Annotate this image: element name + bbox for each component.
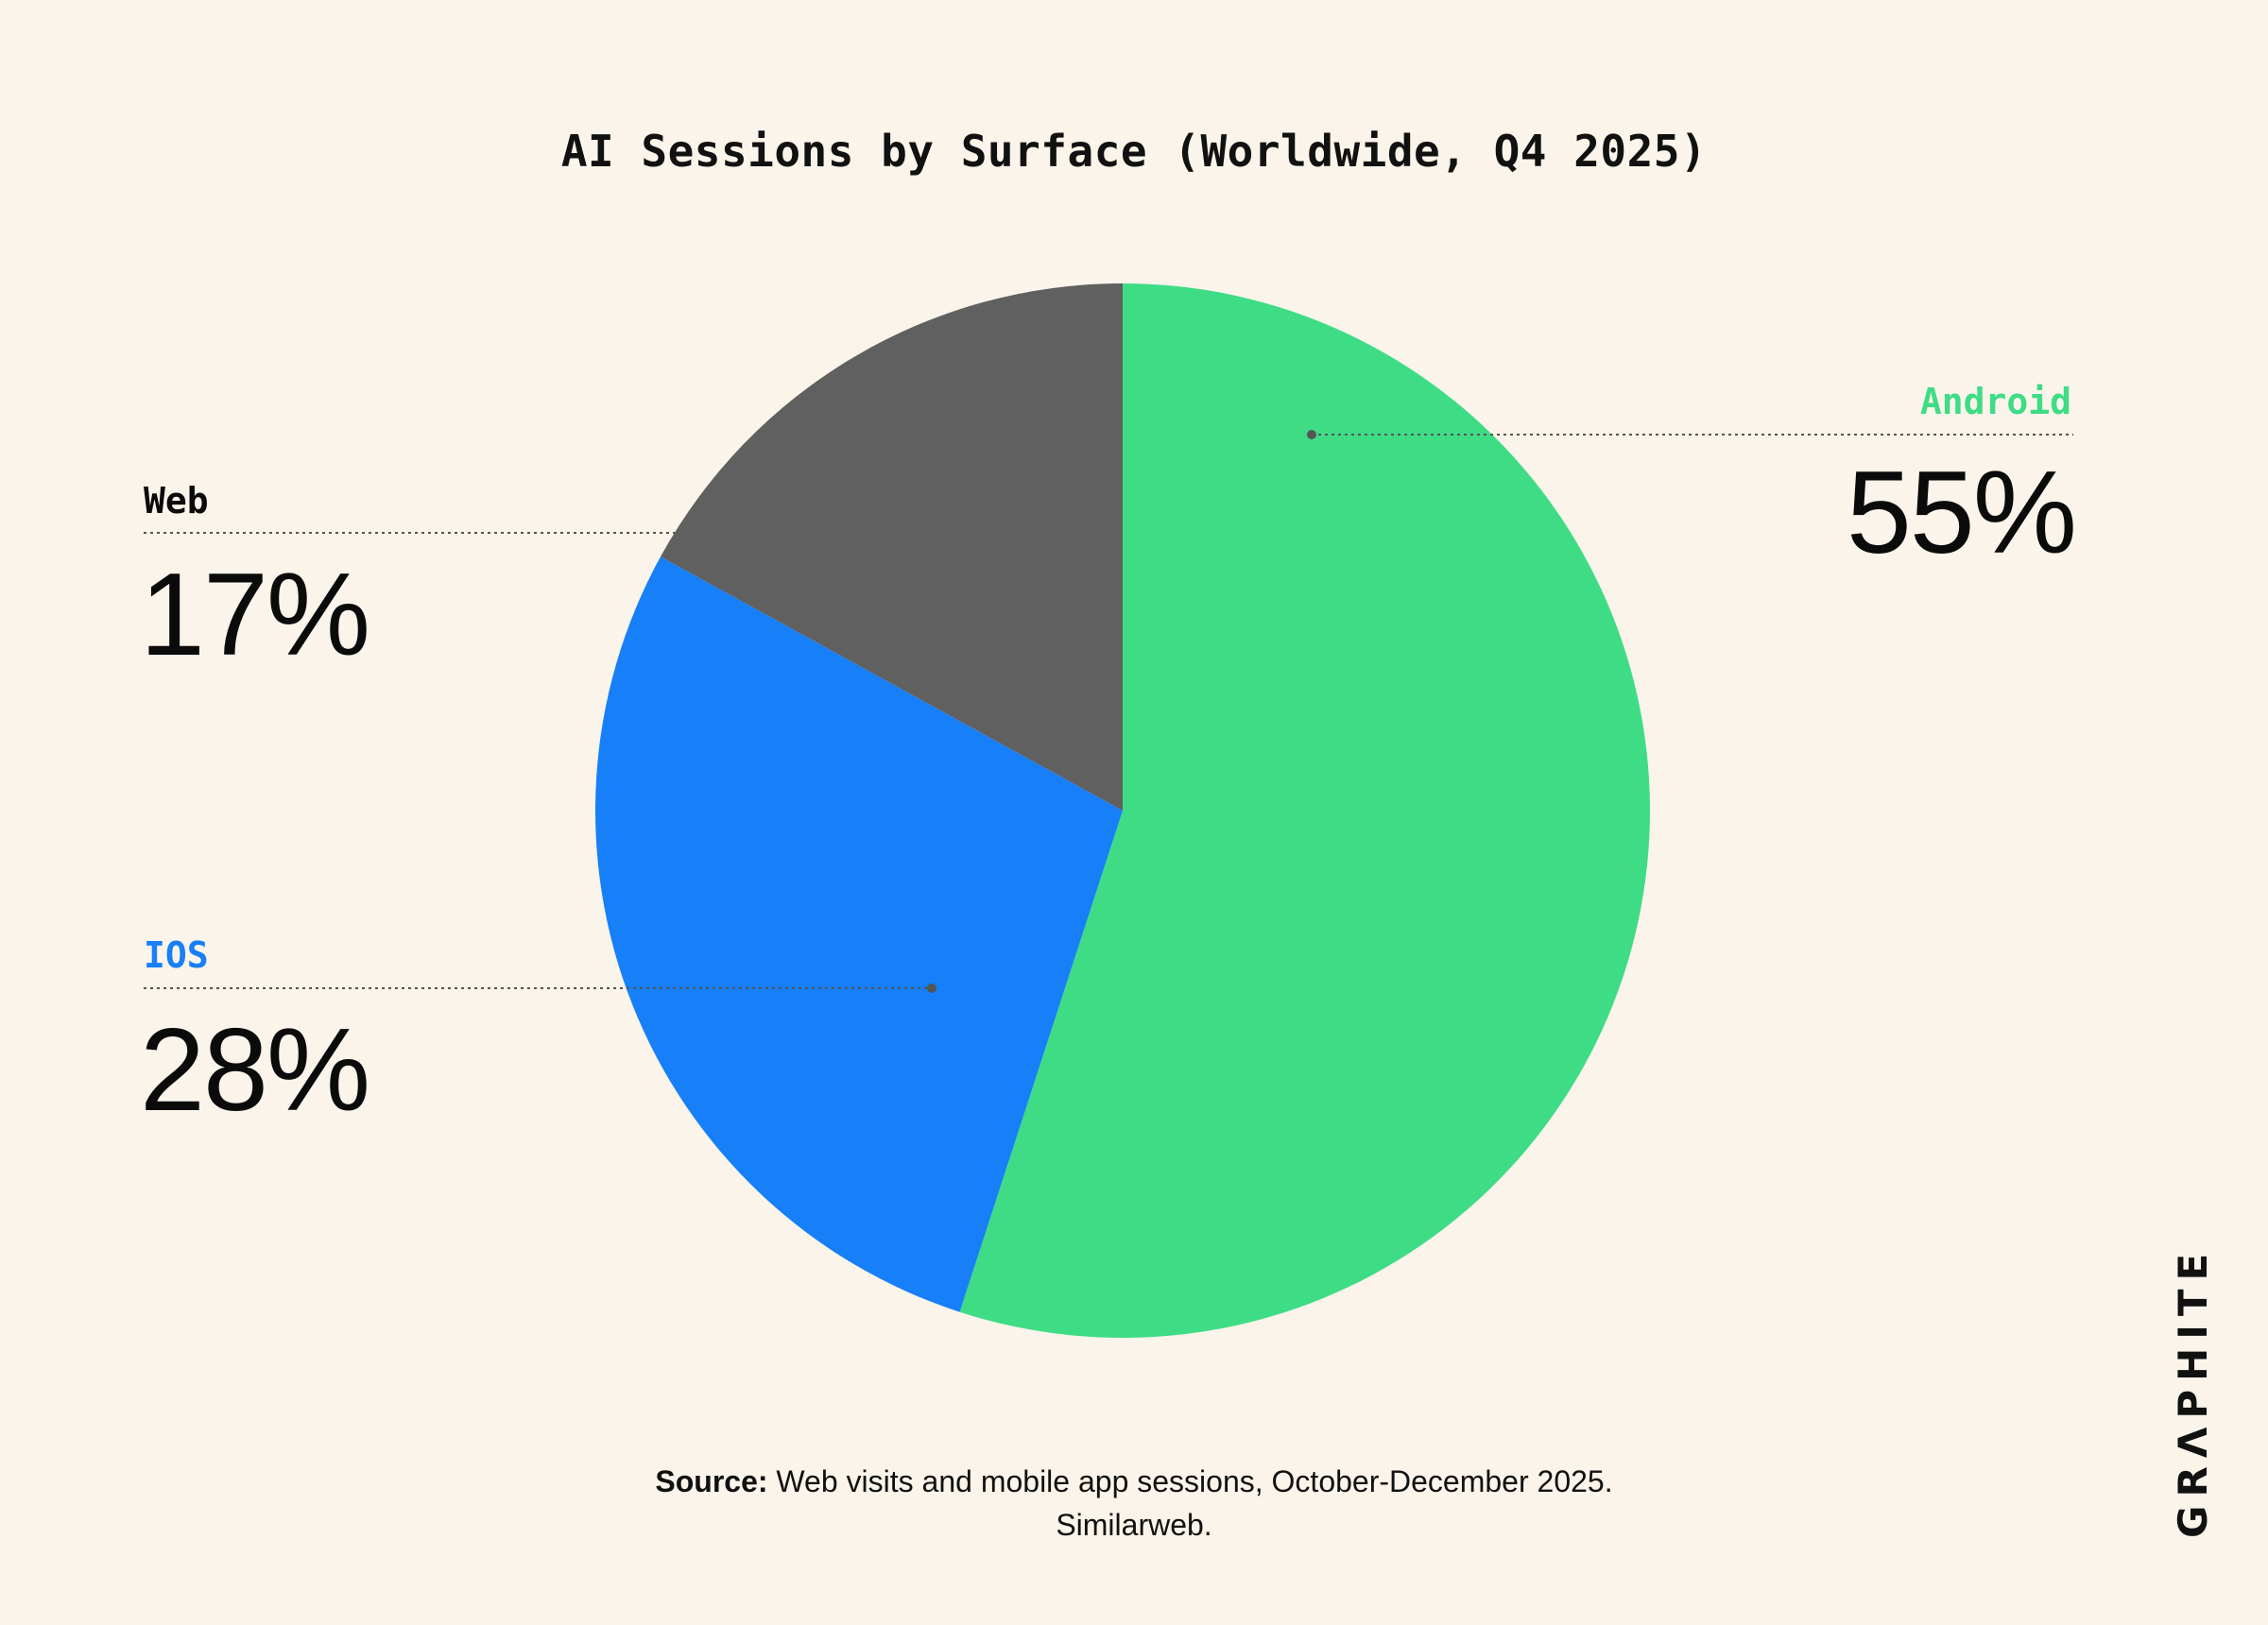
slice-value-android: 55%: [1846, 448, 2077, 578]
leader-dot-ios: [927, 984, 936, 993]
slice-label-ios: IOS: [144, 934, 209, 976]
leader-dot-android: [1307, 430, 1316, 439]
slice-value-ios: 28%: [140, 1005, 370, 1136]
slice-value-web: 17%: [140, 550, 370, 680]
chart-title: AI Sessions by Surface (Worldwide, Q4 20…: [560, 126, 1708, 177]
pie-slice-web: [661, 283, 1123, 811]
source-prefix: Source:: [655, 1464, 768, 1498]
graphite-logo-text: GRΛPHITE: [2170, 1244, 2216, 1538]
slice-label-android: Android: [1919, 381, 2071, 422]
pie-slice-ios: [595, 556, 1123, 1312]
source-text: Web visits and mobile app sessions, Octo…: [776, 1464, 1613, 1498]
pie-slice-android: [959, 283, 1650, 1338]
source-line2: Similarweb.: [1056, 1508, 1212, 1542]
slice-label-web: Web: [144, 480, 209, 522]
source-note: Source: Web visits and mobile app sessio…: [0, 1460, 2268, 1547]
